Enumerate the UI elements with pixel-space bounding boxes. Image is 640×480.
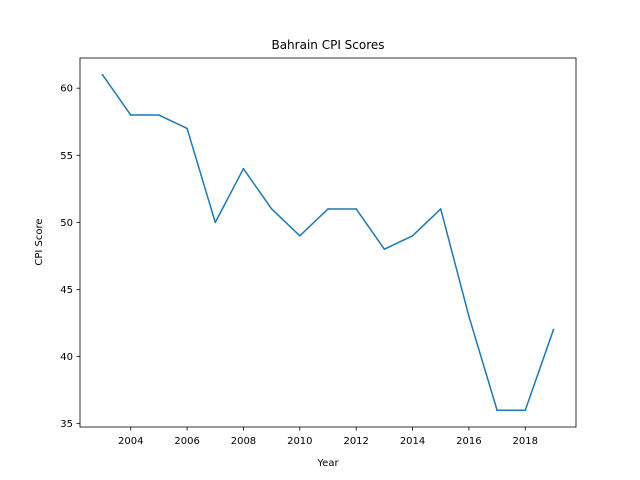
data-point-2017 — [496, 409, 498, 412]
data-point-2008 — [242, 167, 245, 170]
data-point-2004 — [129, 114, 132, 116]
y-tick-label-35: 35 — [60, 419, 73, 430]
y-axis-label: CPI Score — [34, 218, 45, 265]
x-tick-label-2004: 2004 — [118, 436, 143, 447]
data-point-2013 — [383, 248, 386, 251]
data-point-2003 — [101, 73, 104, 76]
data-point-2010 — [299, 234, 301, 237]
data-point-2005 — [158, 114, 160, 116]
x-tick-label-2012: 2012 — [343, 436, 368, 447]
data-point-2009 — [270, 208, 273, 210]
data-point-2012 — [355, 208, 357, 210]
y-tick-label-45: 45 — [60, 285, 73, 296]
data-point-2015 — [439, 208, 442, 210]
x-tick-label-2008: 2008 — [231, 436, 256, 447]
data-point-2007 — [214, 221, 217, 224]
data-point-2011 — [327, 208, 329, 210]
y-tick-label-40: 40 — [60, 352, 73, 363]
y-tick-label-55: 55 — [60, 151, 73, 162]
x-axis: 2004 2006 2008 2010 2012 2014 2016 2018 — [118, 427, 538, 447]
y-tick-label-50: 50 — [60, 218, 73, 229]
plot-area — [79, 57, 577, 428]
axes-frame — [79, 57, 577, 428]
data-point-2014 — [411, 234, 414, 237]
chart-title: Bahrain CPI Scores — [271, 38, 384, 52]
x-tick-label-2006: 2006 — [174, 436, 199, 447]
x-tick-label-2018: 2018 — [513, 436, 538, 447]
y-axis: 35 40 45 50 55 60 — [60, 84, 80, 430]
data-point-2019 — [552, 328, 555, 331]
x-tick-label-2016: 2016 — [456, 436, 481, 447]
x-tick-label-2014: 2014 — [400, 436, 425, 447]
data-point-2018 — [524, 409, 527, 412]
y-tick-label-60: 60 — [60, 84, 73, 95]
data-point-2006 — [186, 127, 188, 130]
x-tick-label-2010: 2010 — [287, 436, 312, 447]
data-point-2016 — [468, 315, 470, 318]
x-axis-label: Year — [316, 458, 339, 469]
